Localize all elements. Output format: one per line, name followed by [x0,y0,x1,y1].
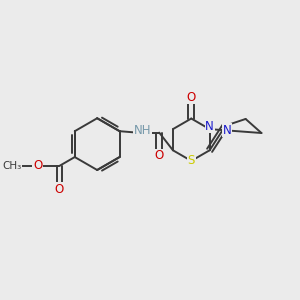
Text: N: N [223,124,231,136]
Text: O: O [33,159,42,172]
Text: S: S [188,154,195,167]
Text: CH₃: CH₃ [2,161,22,171]
Text: O: O [187,91,196,104]
Text: O: O [155,149,164,162]
Text: N: N [205,120,214,133]
Text: O: O [55,183,64,196]
Text: NH: NH [133,125,151,138]
Text: NH: NH [134,124,151,137]
